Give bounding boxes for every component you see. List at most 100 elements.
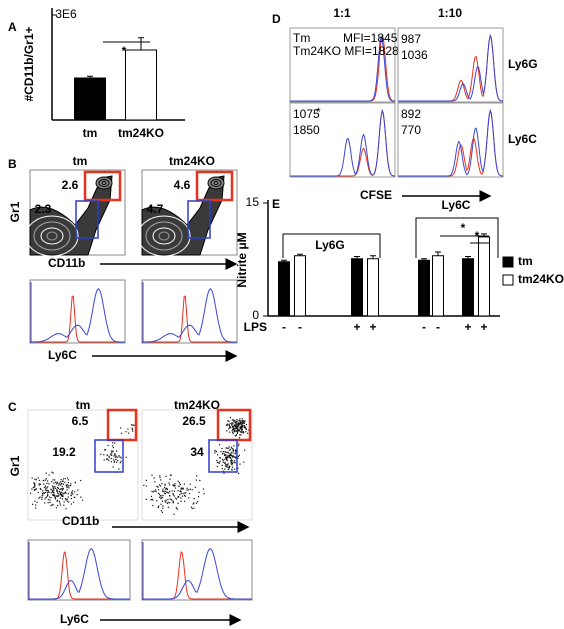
event-dot — [245, 424, 248, 426]
gate — [195, 170, 234, 202]
event-dot — [192, 503, 194, 505]
event-dot — [158, 493, 161, 496]
event-dot — [248, 429, 250, 431]
event-dot — [120, 457, 122, 459]
event-dot — [225, 424, 227, 426]
event-dot — [131, 428, 134, 431]
event-dot — [238, 425, 240, 427]
event-dot — [243, 422, 246, 424]
event-dot — [65, 484, 67, 486]
event-dot — [232, 426, 234, 428]
event-dot — [227, 464, 229, 466]
event-dot — [115, 458, 117, 460]
event-dot — [224, 463, 227, 465]
event-dot — [64, 492, 66, 494]
x-axis-label: CD11b — [48, 256, 85, 270]
gate-value: 2.3 — [35, 202, 52, 216]
event-dot — [46, 487, 48, 489]
event-dot — [232, 426, 234, 428]
event-dot — [72, 493, 74, 495]
event-dot — [232, 448, 234, 450]
event-dot — [229, 455, 231, 457]
gate-value: 26.5 — [182, 414, 206, 428]
event-dot — [182, 488, 184, 490]
event-dot — [103, 459, 105, 461]
event-dot — [235, 434, 237, 437]
event-dot — [155, 490, 157, 493]
x-tick-label: - — [282, 320, 286, 334]
event-dot — [239, 420, 241, 422]
event-dot — [80, 496, 82, 498]
event-dot — [154, 481, 156, 483]
event-dot — [172, 502, 174, 504]
event-dot — [153, 477, 155, 479]
event-dot — [44, 502, 46, 504]
event-dot — [67, 485, 69, 487]
event-dot — [232, 425, 234, 427]
event-dot — [125, 431, 127, 433]
event-dot — [236, 426, 238, 428]
event-dot — [39, 487, 41, 490]
event-dot — [191, 507, 193, 510]
bar — [478, 236, 490, 317]
event-dot — [231, 464, 233, 466]
event-dot — [159, 476, 161, 479]
event-dot — [223, 453, 226, 455]
event-dot — [143, 484, 145, 486]
event-dot — [117, 460, 119, 462]
event-dot — [228, 454, 230, 457]
event-dot — [223, 472, 225, 474]
event-dot — [132, 424, 134, 426]
event-dot — [53, 495, 55, 497]
event-dot — [238, 437, 241, 439]
column-label: 1:1 — [333, 6, 351, 20]
event-dot — [189, 492, 191, 495]
event-dot — [47, 499, 49, 501]
event-dot — [72, 501, 75, 503]
event-dot — [35, 507, 37, 509]
gate-value: 4.6 — [174, 178, 191, 192]
event-dot — [62, 493, 64, 495]
event-dot — [56, 482, 59, 484]
event-dot — [76, 494, 78, 496]
event-dot — [47, 480, 49, 482]
event-dot — [235, 430, 237, 433]
event-dot — [41, 498, 43, 500]
event-dot — [216, 465, 218, 467]
event-dot — [230, 457, 232, 459]
event-dot — [50, 492, 52, 494]
event-dot — [234, 460, 236, 462]
sample-label: tm24KO — [169, 154, 215, 168]
event-dot — [233, 431, 235, 433]
event-dot — [167, 506, 169, 508]
gate — [208, 439, 238, 473]
event-dot — [189, 488, 191, 490]
event-dot — [51, 481, 53, 483]
event-dot — [35, 479, 37, 481]
event-dot — [230, 463, 232, 465]
event-dot — [45, 478, 47, 480]
event-dot — [232, 428, 234, 430]
event-dot — [230, 422, 232, 424]
event-dot — [236, 419, 238, 421]
event-dot — [114, 453, 116, 455]
group-bracket — [282, 233, 381, 258]
event-dot — [156, 500, 158, 502]
event-dot — [174, 487, 177, 489]
event-dot — [234, 425, 236, 427]
event-dot — [228, 424, 230, 427]
event-dot — [111, 445, 114, 447]
event-dot — [239, 418, 241, 420]
event-dot — [153, 490, 156, 492]
event-dot — [198, 491, 200, 493]
event-dot — [232, 455, 235, 457]
event-dot — [160, 497, 162, 499]
event-dot — [218, 461, 220, 463]
mfi-value: 1075 — [293, 107, 320, 121]
event-dot — [228, 428, 230, 430]
event-dot — [180, 491, 182, 493]
event-dot — [242, 425, 244, 427]
event-dot — [150, 499, 152, 501]
contour — [152, 227, 176, 245]
